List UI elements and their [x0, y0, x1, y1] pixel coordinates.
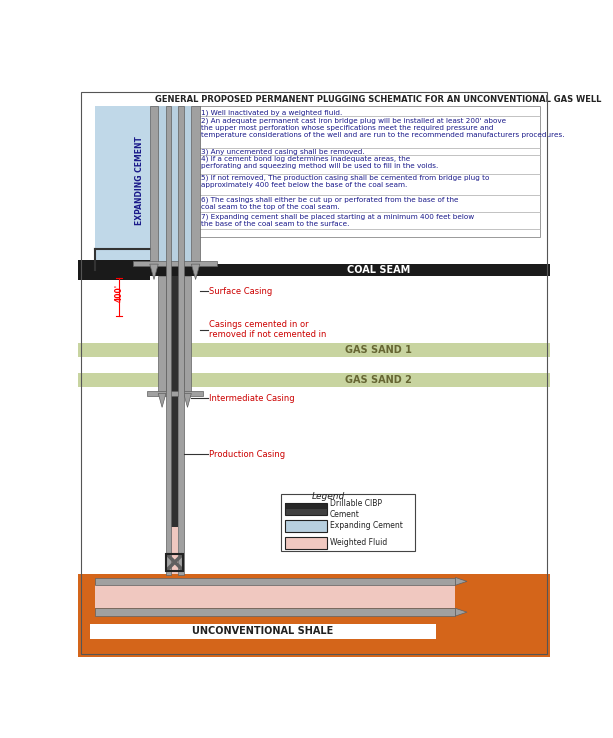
Bar [78, 373, 550, 387]
Text: 4) If a cement bond log determines inadequate areas, the
perforating and squeezi: 4) If a cement bond log determines inade… [201, 156, 439, 169]
Bar [166, 554, 183, 570]
Bar [158, 277, 166, 393]
Bar [199, 106, 540, 237]
Bar [184, 277, 191, 393]
Text: Casings cemented in or
removed if not cemented in: Casings cemented in or removed if not ce… [209, 320, 327, 339]
Text: GENERAL PROPOSED PERMANENT PLUGGING SCHEMATIC FOR AN UNCONVENTIONAL GAS WELL: GENERAL PROPOSED PERMANENT PLUGGING SCHE… [155, 95, 601, 104]
Text: Weighted Fluid: Weighted Fluid [330, 538, 387, 548]
Bar [95, 608, 455, 616]
Text: 5) If not removed, The production casing shall be cemented from bridge plug to
a: 5) If not removed, The production casing… [201, 175, 490, 188]
Text: 2) An adequate permanent cast iron bridge plug will be installed at least 200' a: 2) An adequate permanent cast iron bridg… [201, 118, 565, 138]
Polygon shape [184, 393, 191, 407]
Polygon shape [455, 578, 467, 585]
Bar [150, 264, 550, 277]
Polygon shape [158, 393, 166, 407]
Polygon shape [191, 264, 200, 280]
Bar [281, 494, 416, 551]
Text: Surface Casing: Surface Casing [209, 286, 272, 296]
Bar [171, 528, 178, 573]
Bar [166, 106, 171, 575]
Bar [158, 106, 191, 264]
Text: GAS SAND 1: GAS SAND 1 [345, 345, 412, 354]
Bar [95, 578, 455, 585]
Bar [150, 106, 158, 264]
Text: Legend: Legend [312, 492, 345, 501]
Bar [284, 503, 327, 509]
Text: GAS SAND 2: GAS SAND 2 [345, 376, 412, 385]
Text: 6) The casings shall either be cut up or perforated from the base of the
coal se: 6) The casings shall either be cut up or… [201, 196, 459, 210]
Bar [147, 391, 203, 396]
Polygon shape [150, 264, 158, 280]
Text: UNCONVENTIONAL SHALE: UNCONVENTIONAL SHALE [192, 627, 333, 636]
Bar [78, 342, 550, 356]
Bar [166, 277, 184, 393]
Text: 3) Any uncemented casing shall be removed.: 3) Any uncemented casing shall be remove… [201, 148, 365, 155]
Bar [95, 585, 455, 608]
Bar [133, 261, 217, 266]
Text: Expanding Cement: Expanding Cement [330, 522, 403, 531]
Bar [191, 106, 200, 264]
Bar [284, 520, 327, 532]
Text: Intermediate Casing: Intermediate Casing [209, 393, 295, 403]
Bar [78, 573, 550, 657]
Bar [78, 261, 150, 280]
Text: 400': 400' [115, 283, 123, 302]
Text: EXPANDING CEMENT: EXPANDING CEMENT [135, 137, 144, 225]
Bar [284, 503, 327, 515]
Bar [171, 393, 178, 528]
Bar [284, 537, 327, 549]
Bar [284, 509, 327, 515]
Text: COAL SEAM: COAL SEAM [347, 265, 410, 275]
Polygon shape [455, 608, 467, 616]
Text: 7) Expanding cement shall be placed starting at a minimum 400 feet below
the bas: 7) Expanding cement shall be placed star… [201, 213, 474, 227]
Text: Production Casing: Production Casing [209, 449, 285, 459]
Text: 1) Well inactivated by a weighted fluid.: 1) Well inactivated by a weighted fluid. [201, 109, 343, 116]
Bar [178, 106, 184, 575]
Bar [89, 624, 436, 639]
Bar [95, 106, 200, 264]
Text: Drillable CIBP
Cement: Drillable CIBP Cement [330, 500, 382, 519]
Bar [78, 260, 150, 267]
